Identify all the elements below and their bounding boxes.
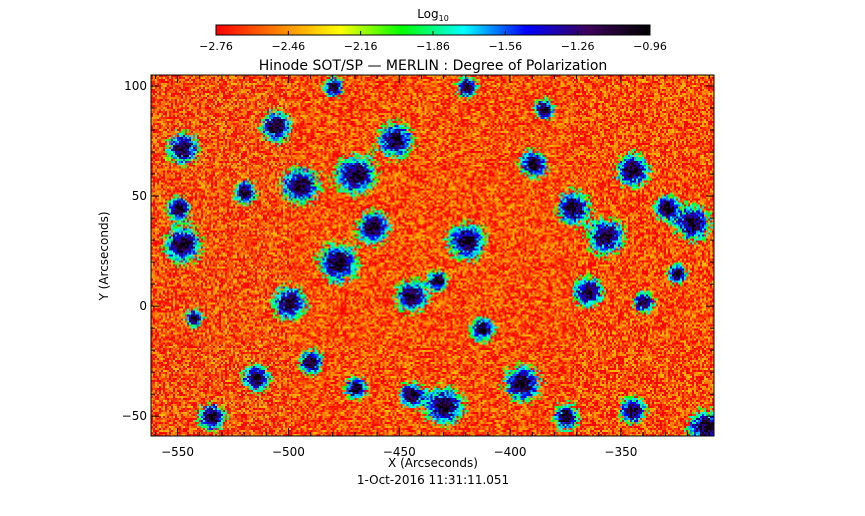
y-tick-label: 100 — [124, 79, 147, 93]
y-tick-label: 50 — [132, 189, 147, 203]
chart-title: Hinode SOT/SP — MERLIN : Degree of Polar… — [259, 58, 608, 74]
x-tick-label: −400 — [494, 445, 527, 459]
y-tick-label: 0 — [139, 299, 147, 313]
colorbar-tick-label: −1.56 — [488, 40, 522, 53]
x-tick-label: −350 — [604, 445, 637, 459]
colorbar-label: Log10 — [417, 7, 449, 23]
colorbar-tick-label: −1.86 — [416, 40, 450, 53]
plot-frame — [150, 74, 715, 437]
x-axis: −550 −500 −450 −400 −350 — [154, 75, 711, 459]
x-tick-label: −450 — [383, 445, 416, 459]
x-tick-label: −500 — [272, 445, 305, 459]
y-axis: 100 50 0 −50 — [122, 79, 714, 423]
colorbar-tick-label: −2.76 — [199, 40, 233, 53]
x-axis-label: X (Arcseconds) — [388, 456, 478, 470]
colorbar-tick-label: −2.46 — [271, 40, 305, 53]
colorbar-tick-label: −0.96 — [633, 40, 667, 53]
x-tick-label: −550 — [161, 445, 194, 459]
y-axis-label: Y (Arcseconds) — [97, 211, 111, 301]
timestamp: 1-Oct-2016 11:31:11.051 — [357, 473, 509, 487]
colorbar-tick-label: −1.26 — [561, 40, 595, 53]
colorbar-tick-label: −2.16 — [344, 40, 378, 53]
y-tick-label: −50 — [122, 409, 147, 423]
colorbar-ticks: −2.76 −2.46 −2.16 −1.86 −1.56 −1.26 −0.96 — [199, 31, 667, 53]
polarization-map — [151, 75, 714, 436]
